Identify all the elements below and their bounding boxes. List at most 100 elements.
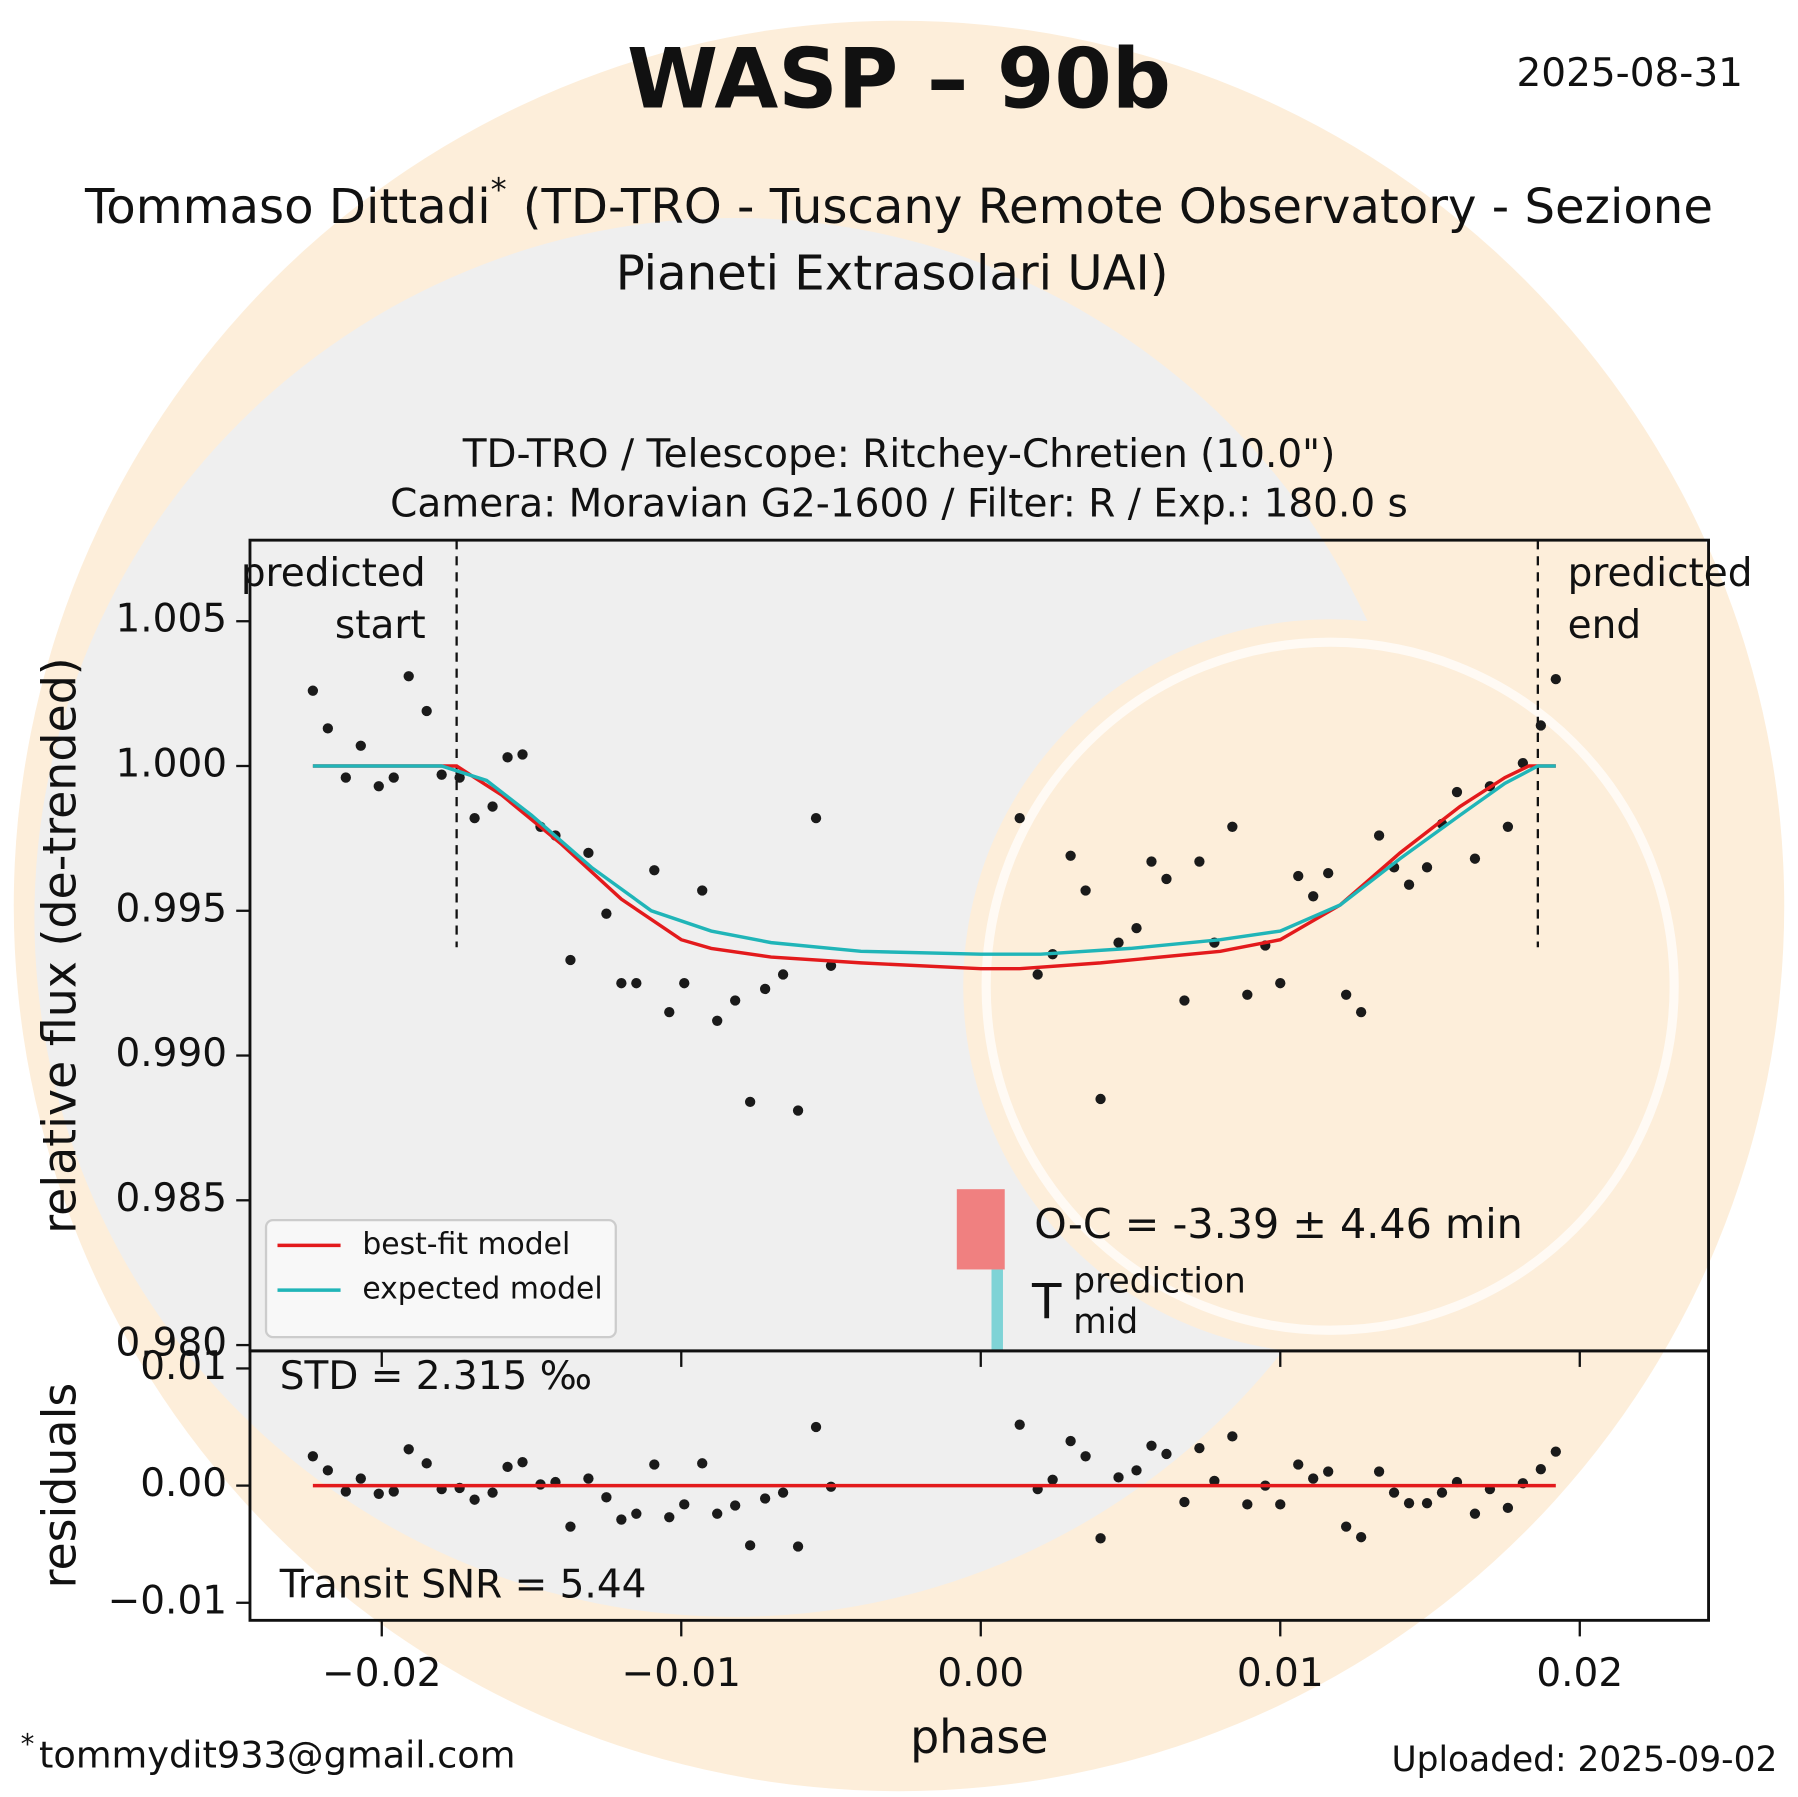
data-point <box>631 977 642 989</box>
data-point <box>1065 850 1076 861</box>
y-tick-label: 0.995 <box>115 886 227 931</box>
data-point <box>1146 856 1157 867</box>
data-point <box>1275 1499 1286 1510</box>
data-point <box>340 772 351 783</box>
data-point <box>664 1006 675 1018</box>
data-point <box>1242 1499 1253 1510</box>
data-point <box>322 723 334 734</box>
data-point <box>679 1499 690 1510</box>
data-point <box>517 749 528 760</box>
data-point <box>1517 757 1529 769</box>
data-point <box>1293 1459 1304 1470</box>
data-point <box>502 752 513 763</box>
data-point <box>1161 1448 1172 1460</box>
data-point <box>1095 1533 1106 1544</box>
data-point <box>565 954 576 966</box>
observer-name: Tommaso Dittadi <box>84 179 491 235</box>
affiliation: Pianeti Extrasolari UAI) <box>616 245 1169 301</box>
data-point <box>583 1473 594 1484</box>
model-line <box>312 764 1556 971</box>
legend-box <box>264 1218 617 1339</box>
data-point <box>1080 885 1091 896</box>
data-point <box>664 1512 675 1523</box>
chart-subtitle: Camera: Moravian G2-1600 / Filter: R / E… <box>390 481 1408 526</box>
data-point <box>697 885 708 896</box>
data-point <box>792 1105 804 1116</box>
title: WASP – 90b <box>627 31 1171 127</box>
data-point <box>744 1096 756 1108</box>
data-point <box>1373 830 1385 841</box>
data-point <box>469 1494 480 1505</box>
model-line <box>312 764 1556 956</box>
uploaded: Uploaded: 2025-09-02 <box>1391 1740 1777 1780</box>
data-point <box>487 1487 498 1498</box>
data-point <box>1355 1531 1367 1543</box>
data-point <box>1388 1487 1400 1498</box>
tmid-prediction <box>991 1269 1003 1351</box>
data-point <box>1014 1419 1025 1430</box>
data-point <box>825 960 837 971</box>
legend-label: best-fit model <box>362 1227 570 1262</box>
tmid-symbol: T <box>1031 1274 1062 1330</box>
predicted-end-label: predicted <box>1568 551 1753 596</box>
y-axis-label: relative flux (de-trended) <box>33 657 87 1233</box>
oc-text: O-C = -3.39 ± 4.46 min <box>1034 1200 1523 1248</box>
legend-label: expected model <box>362 1272 602 1307</box>
x-tick-label: −0.02 <box>322 1651 441 1696</box>
data-point <box>1502 1502 1514 1514</box>
data-point <box>436 769 447 780</box>
data-point <box>712 1508 723 1519</box>
data-point <box>1308 891 1319 902</box>
y-tick-label: 0.00 <box>140 1461 227 1506</box>
y-tick-label: 0.990 <box>115 1031 227 1076</box>
x-tick-label: 0.01 <box>1237 1651 1324 1696</box>
data-point <box>1421 862 1433 873</box>
data-point <box>487 801 498 812</box>
y-tick-label: −0.01 <box>108 1578 227 1623</box>
data-point <box>1323 867 1334 879</box>
data-point <box>810 1421 822 1433</box>
data-point <box>1179 995 1190 1006</box>
predicted-start-label: predicted <box>241 551 426 596</box>
data-point <box>1535 1464 1546 1475</box>
date: 2025-08-31 <box>1516 51 1742 96</box>
y-tick-label: 1.000 <box>115 742 227 787</box>
y-tick-label: 0.01 <box>140 1344 227 1389</box>
y-tick-label: 0.985 <box>115 1176 227 1221</box>
data-point <box>1242 989 1253 1000</box>
email: tommydit933@gmail.com <box>39 1733 516 1776</box>
data-point <box>1065 1435 1076 1447</box>
data-point <box>1550 673 1561 685</box>
data-point <box>307 685 319 696</box>
data-point <box>1014 812 1025 824</box>
data-point <box>388 1486 399 1497</box>
data-point <box>1308 1473 1319 1484</box>
data-point <box>792 1541 804 1552</box>
data-point <box>373 781 384 792</box>
data-point <box>1227 1431 1238 1442</box>
oc-range <box>956 1189 1005 1270</box>
data-point <box>1146 1440 1157 1451</box>
data-point <box>1194 856 1205 867</box>
data-point <box>565 1521 576 1532</box>
data-point <box>616 977 627 989</box>
data-point <box>1080 1451 1091 1462</box>
data-point <box>730 995 741 1006</box>
x-tick-label: 0.02 <box>1536 1651 1623 1696</box>
data-point <box>1323 1466 1334 1477</box>
data-point <box>1550 1446 1561 1457</box>
data-point <box>697 1458 708 1469</box>
data-point <box>1095 1093 1106 1105</box>
data-point <box>1436 1487 1448 1498</box>
data-point <box>1293 870 1304 882</box>
data-point <box>1227 821 1238 832</box>
data-point <box>1047 1474 1058 1485</box>
data-point <box>1469 853 1481 864</box>
data-point <box>601 908 612 919</box>
data-point <box>502 1461 513 1473</box>
y-tick-label: 1.005 <box>115 597 227 642</box>
data-point <box>744 1540 756 1551</box>
data-point <box>1209 1475 1220 1487</box>
data-point <box>649 865 660 876</box>
